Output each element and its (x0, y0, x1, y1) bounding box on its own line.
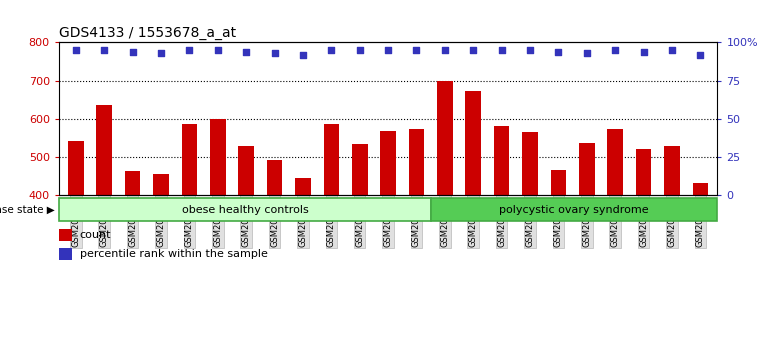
Point (212, 47, 224, 53)
Point (70, 47, 82, 53)
Bar (522, 132, 538, 347)
Bar (238, 146, 254, 347)
Point (694, 52, 706, 57)
Bar (59, 229, 71, 241)
Bar (96, 105, 112, 347)
Bar (295, 178, 310, 347)
Bar (59, 198, 431, 221)
Bar (153, 174, 169, 347)
Point (495, 47, 508, 53)
Bar (692, 183, 708, 347)
Bar (636, 149, 652, 347)
Bar (59, 248, 71, 259)
Point (354, 47, 366, 53)
Bar (380, 131, 396, 347)
Bar (579, 143, 594, 347)
Bar (466, 91, 481, 347)
Bar (182, 124, 198, 347)
Point (382, 47, 394, 53)
Bar (494, 126, 510, 347)
Point (240, 49, 252, 55)
Text: polycystic ovary syndrome: polycystic ovary syndrome (499, 205, 649, 215)
Bar (664, 146, 680, 347)
Bar (68, 141, 84, 347)
Text: obese healthy controls: obese healthy controls (182, 205, 308, 215)
Point (126, 49, 139, 55)
Point (296, 52, 309, 57)
Point (268, 50, 281, 56)
Text: disease state ▶: disease state ▶ (0, 205, 55, 215)
Text: count: count (79, 230, 111, 240)
Bar (608, 129, 623, 347)
Bar (431, 198, 717, 221)
Text: percentile rank within the sample: percentile rank within the sample (79, 249, 267, 259)
Point (325, 47, 338, 53)
Bar (267, 160, 282, 347)
Bar (352, 144, 368, 347)
Point (98, 47, 111, 53)
Bar (324, 124, 339, 347)
Point (438, 47, 451, 53)
Bar (550, 170, 566, 347)
Bar (125, 171, 140, 347)
Point (552, 49, 564, 55)
Point (580, 50, 593, 56)
Bar (437, 81, 452, 347)
Text: GDS4133 / 1553678_a_at: GDS4133 / 1553678_a_at (59, 26, 236, 40)
Point (154, 50, 167, 56)
Bar (408, 129, 424, 347)
Bar (210, 119, 226, 347)
Point (637, 49, 650, 55)
Point (183, 47, 196, 53)
Point (666, 47, 678, 53)
Point (609, 47, 622, 53)
Point (467, 47, 480, 53)
Point (524, 47, 536, 53)
Point (410, 47, 423, 53)
